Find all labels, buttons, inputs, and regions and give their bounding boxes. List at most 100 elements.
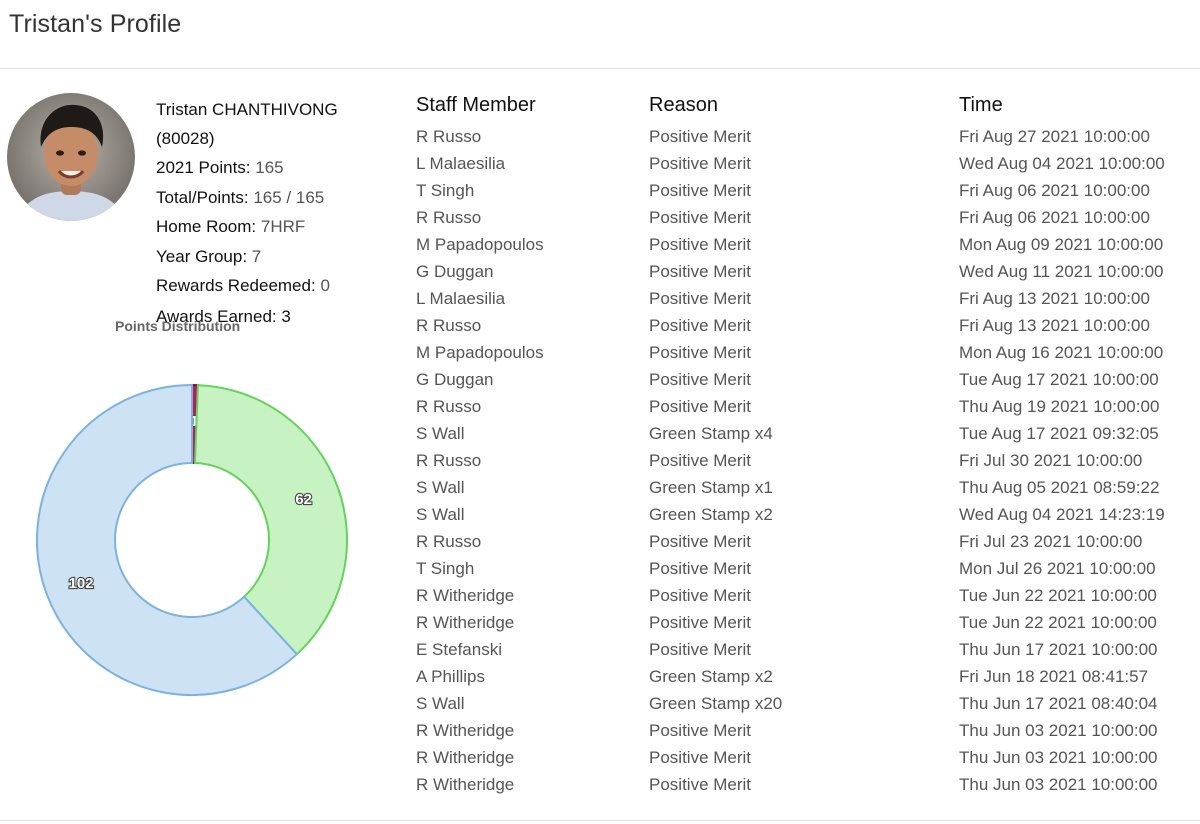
table-row: M Papadopoulos Positive Merit Mon Aug 09 2… <box>416 232 1200 259</box>
cell-time: Tue Jun 22 2021 10:00:00 <box>959 586 1157 605</box>
cell-reason: Positive Merit <box>649 397 752 416</box>
awards-earned-value: 3 <box>281 307 291 326</box>
rewards-redeemed-value: 0 <box>320 276 330 295</box>
student-name: Tristan CHANTHIVONG <box>156 100 338 119</box>
cell-time: Fri Aug 06 2021 10:00:00 <box>959 181 1150 200</box>
cell-reason: Positive Merit <box>649 181 752 200</box>
cell-reason: Positive Merit <box>649 208 752 227</box>
cell-reason: Positive Merit <box>649 748 752 767</box>
cell-time: Wed Aug 04 2021 10:00:00 <box>959 154 1165 173</box>
cell-reason: Positive Merit <box>649 613 752 632</box>
cell-reason: Green Stamp x2 <box>649 505 773 524</box>
awards-earned-row: Awards Earned: 3 <box>156 302 291 332</box>
table-row: A Phillips Green Stamp x2 Fri Jun 18 2021 … <box>416 664 1200 691</box>
cell-staff-member: E Stefanski <box>416 640 502 659</box>
cell-reason: Positive Merit <box>649 559 752 578</box>
table-row: T Singh Positive Merit Fri Aug 06 2021 10:… <box>416 178 1200 205</box>
student-id: (80028) <box>156 129 215 148</box>
year-group-value: 7 <box>251 246 262 266</box>
profile-details: Tristan CHANTHIVONG (80028) 2021 Points:… <box>156 95 386 301</box>
cell-time: Tue Aug 17 2021 10:00:00 <box>959 370 1159 389</box>
cell-staff-member: R Witheridge <box>416 613 515 632</box>
total-points-row: Total/Points: 165 / 165 <box>156 183 386 213</box>
cell-reason: Positive Merit <box>649 154 752 173</box>
cell-staff-member: R Witheridge <box>416 748 515 767</box>
cell-reason: Positive Merit <box>649 532 752 551</box>
home-room-value: 7HRF <box>260 217 306 236</box>
points-row: 2021 Points: 165 <box>156 153 386 183</box>
cell-time: Thu Aug 05 2021 08:59:22 <box>959 478 1160 497</box>
divider <box>0 820 1200 821</box>
cell-staff-member: S Wall <box>416 505 465 524</box>
cell-time: Thu Jun 17 2021 10:00:00 <box>959 640 1158 659</box>
cell-reason: Positive Merit <box>649 289 752 308</box>
cell-staff-member: M Papadopoulos <box>416 235 544 254</box>
cell-staff-member: S Wall <box>416 478 465 497</box>
cell-time: Tue Aug 17 2021 09:32:05 <box>959 424 1159 443</box>
year-group-row: Year Group: 7 <box>156 242 386 272</box>
cell-reason: Green Stamp x20 <box>649 694 783 713</box>
cell-time: Thu Jun 03 2021 10:00:00 <box>959 775 1158 794</box>
pie-slice <box>193 384 348 656</box>
points-distribution-chart: 1 62 102 <box>36 383 348 696</box>
cell-time: Wed Aug 04 2021 14:23:19 <box>959 505 1165 524</box>
cell-time: Fri Aug 27 2021 10:00:00 <box>959 127 1150 146</box>
cell-reason: Green Stamp x4 <box>649 424 773 443</box>
table-row: R Witheridge Positive Merit Tue Jun 22 202… <box>416 610 1200 637</box>
cell-time: Thu Aug 19 2021 10:00:00 <box>959 397 1160 416</box>
cell-time: Fri Aug 13 2021 10:00:00 <box>959 289 1150 308</box>
home-room-label: Home Room: <box>156 217 257 236</box>
cell-time: Thu Jun 03 2021 10:00:00 <box>959 721 1158 740</box>
cell-staff-member: R Russo <box>416 208 482 227</box>
cell-staff-member: T Singh <box>416 181 475 200</box>
table-row: R Russo Positive Merit Fri Jul 23 2021 10:… <box>416 529 1200 556</box>
home-room-row: Home Room: 7HRF <box>156 212 386 242</box>
cell-reason: Positive Merit <box>649 316 752 335</box>
cell-reason: Positive Merit <box>649 586 752 605</box>
cell-staff-member: S Wall <box>416 694 465 713</box>
table-row: L Malaesilia Positive Merit Wed Aug 04 202… <box>416 151 1200 178</box>
year-group-label: Year Group: <box>156 246 248 266</box>
cell-reason: Positive Merit <box>649 127 752 146</box>
header-reason: Reason <box>649 94 718 116</box>
cell-staff-member: L Malaesilia <box>416 154 506 173</box>
cell-reason: Green Stamp x2 <box>649 667 773 686</box>
table-row: R Witheridge Positive Merit Thu Jun 03 202… <box>416 718 1200 745</box>
table-row: S Wall Green Stamp x1 Thu Aug 05 2021 08:5… <box>416 475 1200 502</box>
cell-time: Mon Aug 09 2021 10:00:00 <box>959 235 1164 254</box>
table-row: G Duggan Positive Merit Wed Aug 11 2021 10… <box>416 259 1200 286</box>
cell-time: Fri Jul 30 2021 10:00:00 <box>959 451 1143 470</box>
table-row: M Papadopoulos Positive Merit Mon Aug 16 2… <box>416 340 1200 367</box>
cell-reason: Green Stamp x1 <box>649 478 773 497</box>
cell-staff-member: T Singh <box>416 559 475 578</box>
awards-earned-label: Awards Earned: <box>156 307 277 326</box>
slice-label: 102 <box>69 575 94 592</box>
avatar <box>7 93 135 221</box>
cell-staff-member: A Phillips <box>416 667 485 686</box>
cell-reason: Positive Merit <box>649 451 752 470</box>
page-header: Tristan's Profile <box>0 0 1200 69</box>
cell-staff-member: R Russo <box>416 127 482 146</box>
cell-staff-member: G Duggan <box>416 262 494 281</box>
header-staff-member: Staff Member <box>416 94 536 116</box>
cell-staff-member: R Russo <box>416 451 482 470</box>
table-row: R Russo Positive Merit Fri Jul 30 2021 10:… <box>416 448 1200 475</box>
cell-staff-member: R Witheridge <box>416 586 515 605</box>
cell-reason: Positive Merit <box>649 640 752 659</box>
table-row: R Russo Positive Merit Thu Aug 19 2021 10:… <box>416 394 1200 421</box>
table-row: R Witheridge Positive Merit Tue Jun 22 202… <box>416 583 1200 610</box>
points-value: 165 <box>255 158 284 177</box>
chart-title: Points Distribution <box>115 318 241 334</box>
cell-reason: Positive Merit <box>649 721 752 740</box>
cell-staff-member: R Russo <box>416 532 482 551</box>
table-row: E Stefanski Positive Merit Thu Jun 17 2021… <box>416 637 1200 664</box>
cell-time: Fri Jun 18 2021 08:41:57 <box>959 667 1149 686</box>
slice-label: 62 <box>295 491 312 508</box>
cell-time: Mon Jul 26 2021 10:00:00 <box>959 559 1156 578</box>
cell-reason: Positive Merit <box>649 262 752 281</box>
table-row: R Witheridge Positive Merit Thu Jun 03 202… <box>416 772 1200 799</box>
cell-time: Fri Aug 13 2021 10:00:00 <box>959 316 1150 335</box>
cell-time: Thu Jun 03 2021 10:00:00 <box>959 748 1158 767</box>
table-row: L Malaesilia Positive Merit Fri Aug 13 202… <box>416 286 1200 313</box>
cell-reason: Positive Merit <box>649 235 752 254</box>
